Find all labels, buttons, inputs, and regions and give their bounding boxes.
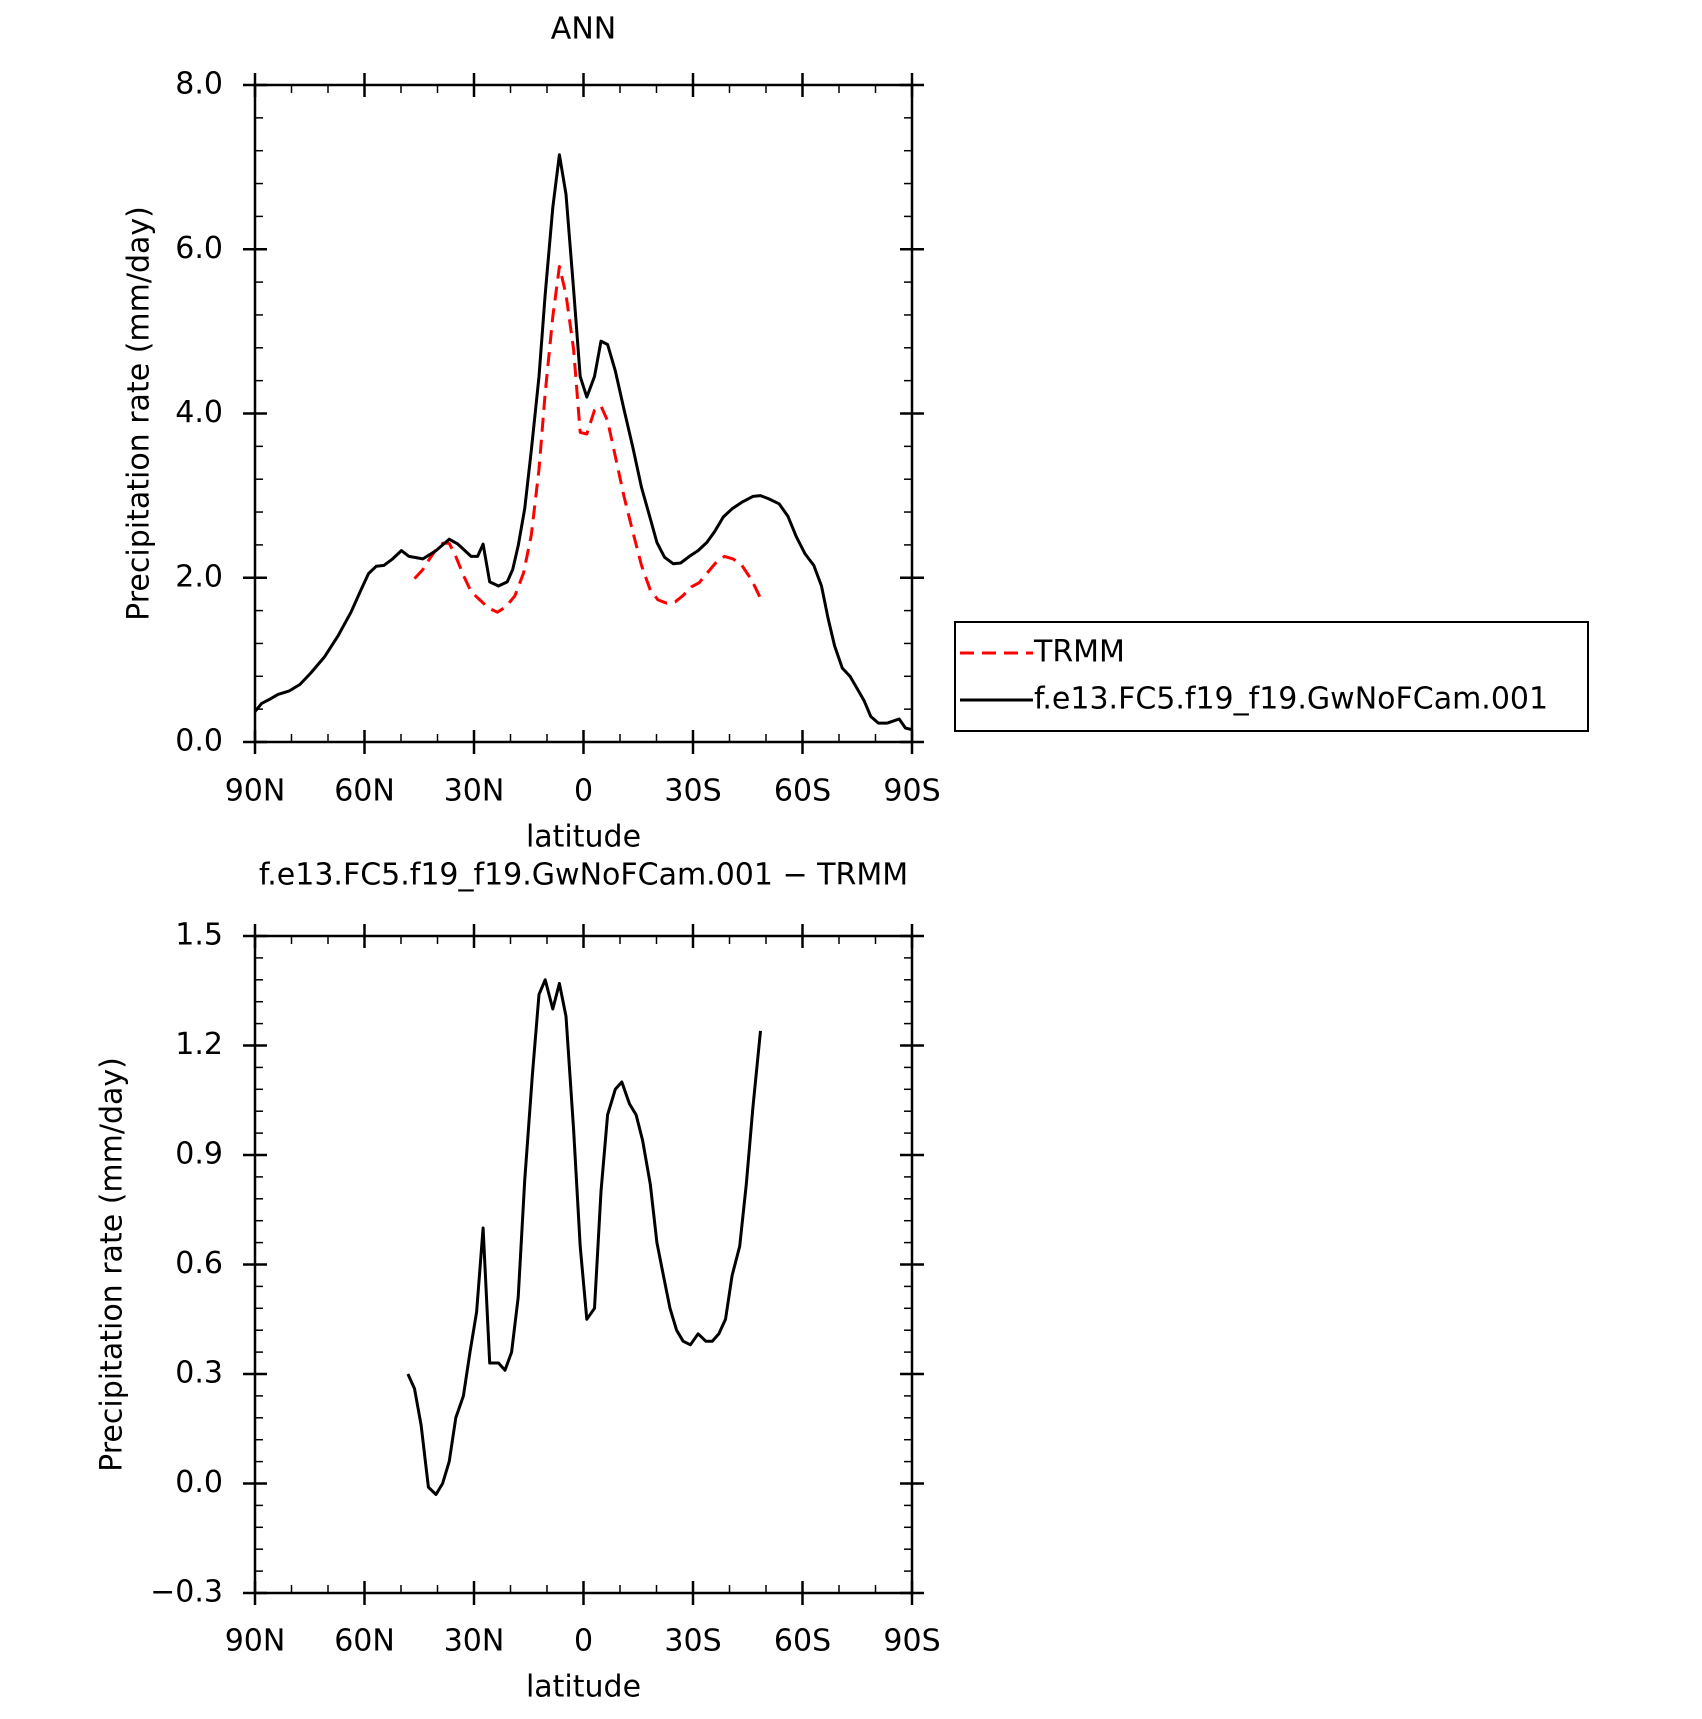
y-axis-label: Precipitation rate (mm/day) [95,1057,130,1472]
data-line [253,153,913,732]
y-tick-label: −0.3 [150,1575,223,1610]
x-tick-label: 60S [774,1624,831,1659]
chart-title: f.e13.FC5.f19_f19.GwNoFCam.001 − TRMM [259,858,908,893]
y-tick-label: 4.0 [175,395,223,430]
y-axis-label: Precipitation rate (mm/day) [122,206,157,621]
y-tick-label: 0.0 [175,1465,223,1500]
chart-title: ANN [551,12,616,47]
x-tick-label: 90S [883,1624,940,1659]
plot-frame [253,934,914,1595]
x-tick-label: 0 [574,774,593,809]
y-tick-label: 1.5 [175,918,223,953]
y-tick-label: 6.0 [175,231,223,266]
y-tick-label: 0.3 [175,1356,223,1391]
y-tick-label: 0.9 [175,1137,223,1172]
y-tick-label: 8.0 [175,67,223,102]
legend-label: f.e13.FC5.f19_f19.GwNoFCam.001 [1034,682,1548,717]
x-axis-label: latitude [526,1670,641,1705]
x-tick-label: 30S [664,774,721,809]
x-tick-label: 0 [574,1624,593,1659]
plot-frame [253,83,914,744]
legend-box [954,621,1589,732]
x-tick-label: 90S [883,774,940,809]
x-tick-label: 30N [444,774,505,809]
legend-label: TRMM [1033,635,1125,670]
y-tick-label: 0.6 [175,1246,223,1281]
x-axis-label: latitude [526,820,641,855]
data-line [413,265,762,614]
data-line [406,978,762,1496]
y-tick-label: 0.0 [175,724,223,759]
x-tick-label: 60S [774,774,831,809]
x-tick-label: 90N [225,774,286,809]
x-tick-label: 30N [444,1624,505,1659]
y-tick-label: 1.2 [175,1027,223,1062]
x-tick-label: 90N [225,1624,286,1659]
y-tick-label: 2.0 [175,559,223,594]
x-tick-label: 60N [334,774,395,809]
x-tick-label: 60N [334,1624,395,1659]
x-tick-label: 30S [664,1624,721,1659]
